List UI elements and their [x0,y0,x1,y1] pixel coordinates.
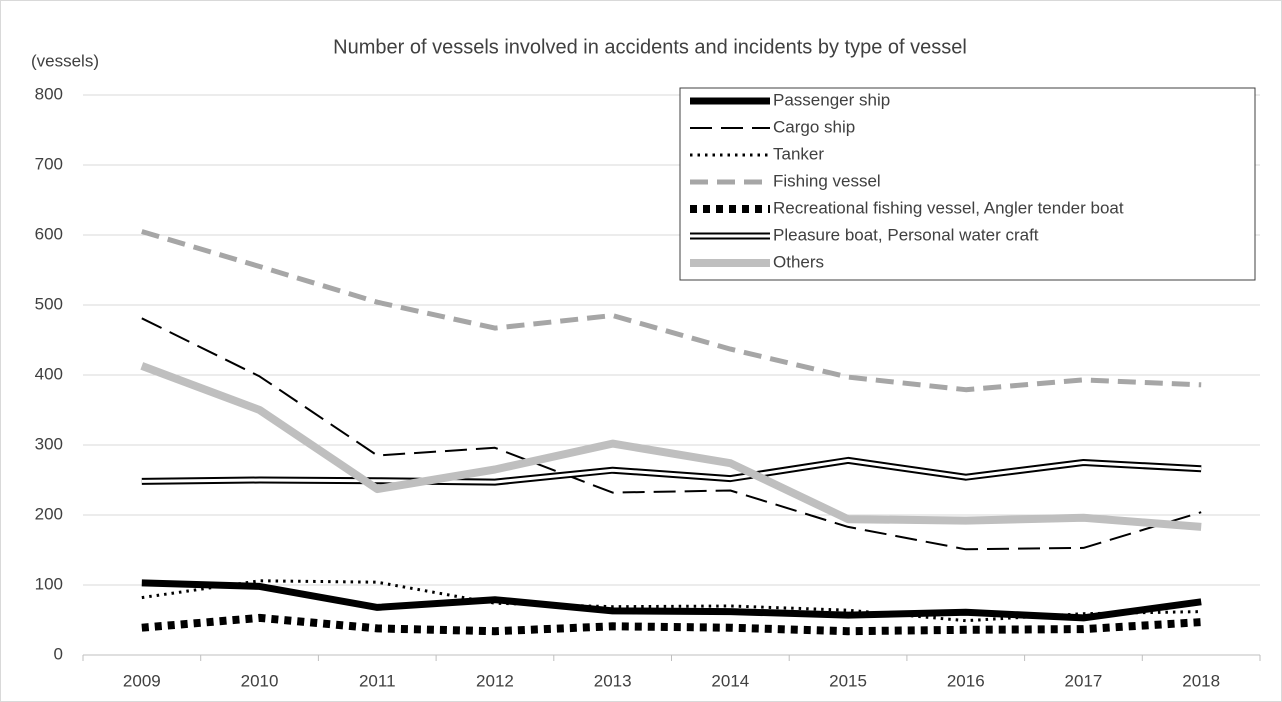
x-tick-label: 2015 [829,671,867,690]
y-tick-label: 500 [35,294,63,313]
y-tick-label: 200 [35,504,63,523]
x-tick-label: 2018 [1182,671,1220,690]
series-line [141,579,1202,622]
legend-label: Passenger ship [773,90,890,109]
series-line [141,229,1202,393]
x-tick-label: 2014 [711,671,749,690]
legend-label: Others [773,252,824,271]
x-tick-label: 2012 [476,671,514,690]
x-tick-label: 2011 [359,671,396,690]
legend-label: Fishing vessel [773,171,881,190]
legend-label: Pleasure boat, Personal water craft [773,225,1039,244]
x-tick-label: 2013 [594,671,632,690]
y-tick-label: 0 [54,644,63,663]
x-tick-label: 2010 [241,671,279,690]
x-tick-label: 2009 [123,671,161,690]
chart-title: Number of vessels involved in accidents … [333,36,967,58]
x-tick-label: 2016 [947,671,985,690]
series-line [141,579,1202,623]
y-tick-label: 800 [35,84,63,103]
y-axis-label: (vessels) [31,51,99,70]
y-tick-label: 700 [35,154,63,173]
y-tick-label: 300 [35,434,63,453]
y-tick-label: 600 [35,224,63,243]
series-line [140,362,1202,531]
legend-label: Cargo ship [773,117,855,136]
y-tick-label: 100 [35,574,63,593]
series-line-inner [141,458,1202,484]
legend-label: Recreational fishing vessel, Angler tend… [773,198,1124,217]
x-tick-label: 2017 [1065,671,1103,690]
legend-box [679,87,1256,281]
y-tick-label: 400 [35,364,63,383]
series-line [141,317,1202,551]
legend-label: Tanker [773,144,824,163]
